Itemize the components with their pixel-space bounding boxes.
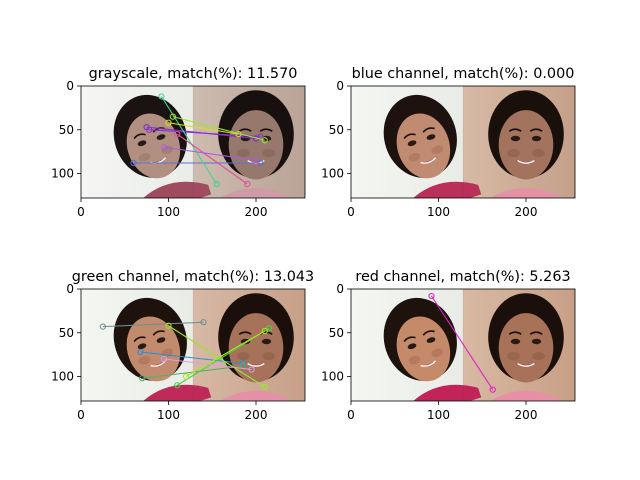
match-line xyxy=(169,113,268,144)
axes-frame xyxy=(80,288,306,402)
photo-pair xyxy=(81,86,305,198)
x-tick-label: 200 xyxy=(515,408,538,422)
y-tick-label: 50 xyxy=(329,123,344,137)
subplot-4: 0 100 200 0 50 100 red channel, match(%): 5.26… xyxy=(321,269,576,422)
x-tick-label: 0 xyxy=(77,205,85,219)
axes-frame xyxy=(350,85,576,199)
y-tick-label: 100 xyxy=(51,370,74,384)
x-tick-label: 100 xyxy=(157,205,180,219)
match-line xyxy=(130,159,264,167)
axes-frame xyxy=(80,85,306,199)
x-tick-label: 200 xyxy=(245,205,268,219)
y-tick-label: 0 xyxy=(66,282,74,296)
y-tick-label: 100 xyxy=(321,370,344,384)
y-tick-label: 0 xyxy=(336,79,344,93)
subplot-2: 0 100 200 0 50 100 blue channel, match(%): 0.0… xyxy=(321,66,576,219)
subplot-title: blue channel, match(%): 0.000 xyxy=(352,66,575,82)
y-tick-label: 50 xyxy=(59,123,74,137)
y-tick-label: 0 xyxy=(66,79,74,93)
match-line xyxy=(161,144,260,164)
x-tick-label: 0 xyxy=(347,205,355,219)
x-tick-label: 100 xyxy=(157,408,180,422)
match-line xyxy=(161,355,255,373)
y-tick-label: 0 xyxy=(336,282,344,296)
x-tick-label: 0 xyxy=(347,408,355,422)
match-line xyxy=(137,348,246,367)
subplot-title: grayscale, match(%): 11.570 xyxy=(89,66,298,82)
photo-pair xyxy=(351,86,575,198)
y-tick-label: 50 xyxy=(59,326,74,340)
match-line xyxy=(99,319,207,330)
subplot-3: 0 100 200 0 50 100 green channel, match(%): 13… xyxy=(51,269,314,422)
match-line xyxy=(428,292,496,393)
y-tick-label: 100 xyxy=(321,167,344,181)
match-line xyxy=(158,93,220,188)
subplot-1: 0 100 200 0 50 100 grayscale, match(%): 11.570 xyxy=(51,66,306,219)
photo-pair xyxy=(351,289,575,401)
x-tick-label: 200 xyxy=(515,205,538,219)
y-tick-label: 100 xyxy=(51,167,74,181)
y-tick-label: 50 xyxy=(329,326,344,340)
axes-frame xyxy=(350,288,576,402)
x-tick-label: 100 xyxy=(427,408,450,422)
x-tick-label: 200 xyxy=(245,408,268,422)
subplot-title: green channel, match(%): 13.043 xyxy=(72,269,314,285)
match-line xyxy=(182,327,268,380)
match-line xyxy=(174,131,251,188)
photo-pair xyxy=(81,289,305,401)
match-line xyxy=(165,322,268,391)
x-tick-label: 0 xyxy=(77,408,85,422)
x-tick-label: 100 xyxy=(427,205,450,219)
subplot-title: red channel, match(%): 5.263 xyxy=(355,269,570,285)
